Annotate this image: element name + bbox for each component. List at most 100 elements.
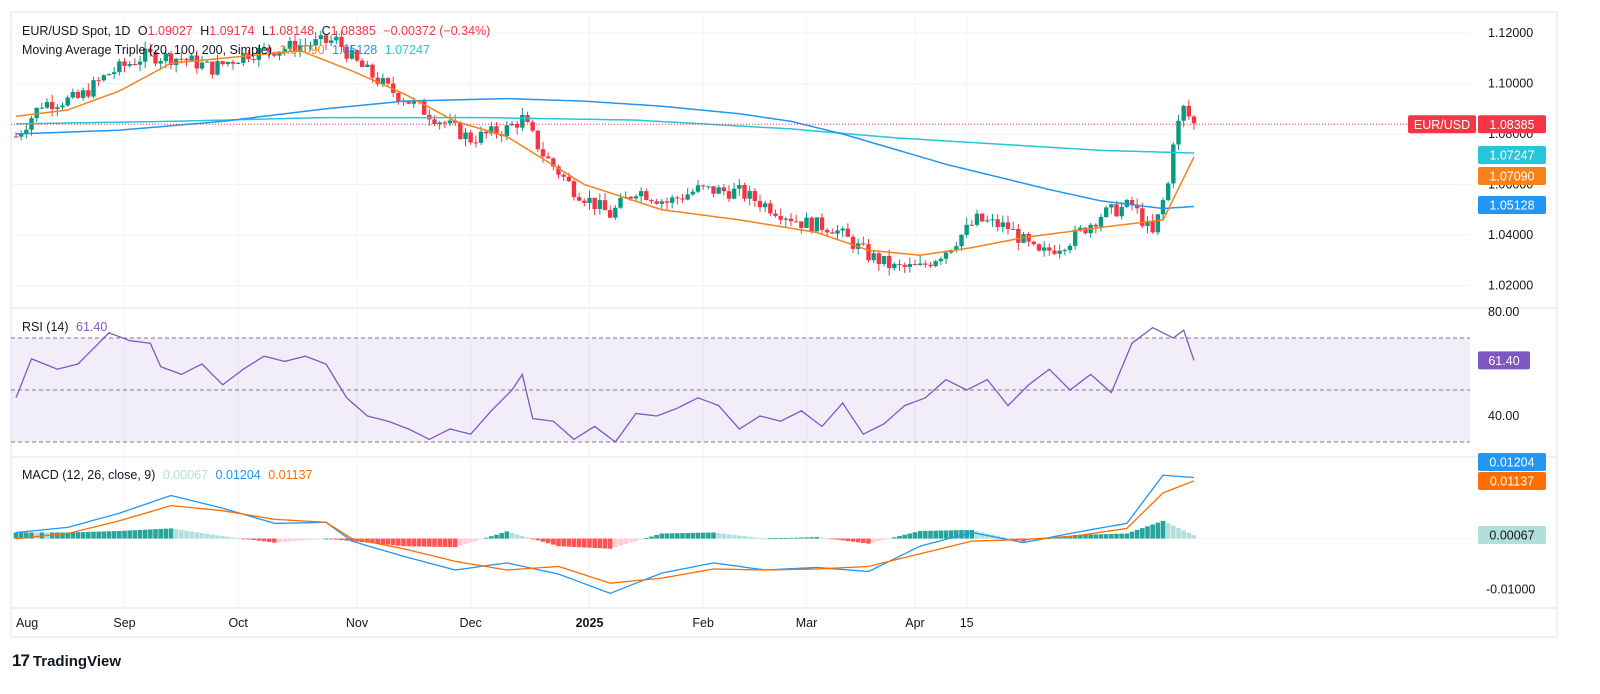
candle-body: [478, 131, 484, 143]
tradingview-brand[interactable]: 17 TradingView: [12, 651, 121, 671]
macd-pane: [13, 474, 1197, 594]
ma200-axis-label-bg: [1478, 146, 1546, 164]
price-y-tick-label: 1.12000: [1488, 26, 1533, 40]
candle-body: [106, 74, 112, 76]
candle-body: [111, 72, 117, 75]
macd-histogram-bar: [1000, 536, 1006, 539]
candle-body: [618, 197, 623, 208]
rsi-legend-value: 61.40: [76, 320, 108, 334]
macd-legend: MACD (12, 26, close, 9) 0.00067 0.01204 …: [22, 468, 316, 483]
macd-histogram-bar: [421, 538, 427, 547]
candle-body: [349, 50, 355, 59]
candle-body: [241, 53, 246, 63]
macd-histogram-bar: [390, 538, 396, 546]
candle-body: [380, 78, 386, 85]
candle-body: [1010, 228, 1016, 230]
macd-histogram-bar: [1155, 522, 1161, 539]
macd-histogram-bar: [96, 531, 101, 539]
macd-histogram-bar: [158, 528, 163, 539]
candle-body: [1181, 105, 1186, 121]
macd-histogram-bar: [468, 538, 473, 543]
macd-histogram-bar: [731, 534, 737, 539]
candle-body: [959, 234, 964, 247]
macd-histogram-bar: [127, 530, 132, 539]
ohlc-open: O1.09027: [137, 24, 193, 38]
ma20-axis-label: 1.07090: [1489, 170, 1534, 184]
macd-histogram-bar: [101, 531, 107, 539]
candle-body: [75, 91, 81, 98]
macd-histogram-bar: [855, 538, 861, 543]
macd-histogram-bar: [173, 529, 179, 539]
macd-histogram-bar: [365, 538, 370, 543]
macd-histogram-bar: [189, 531, 194, 539]
macd-histogram-bar: [1005, 538, 1011, 539]
macd-histogram-bar: [556, 538, 561, 547]
candle-body: [1093, 224, 1099, 227]
macd-histogram-bar: [654, 535, 659, 539]
macd-histogram-bar: [1119, 533, 1124, 539]
candle-body: [628, 196, 634, 199]
macd-histogram-bar: [251, 538, 256, 540]
candle-body: [644, 191, 649, 200]
candle-body: [225, 61, 231, 65]
x-tick-label: 2025: [576, 616, 604, 630]
x-tick-label: Apr: [905, 616, 924, 630]
candle-body: [778, 215, 783, 220]
macd-histogram-bar: [1103, 534, 1109, 539]
macd-histogram-bar: [897, 536, 902, 539]
candle-body: [1052, 250, 1057, 254]
macd-hist-value: 0.00067: [162, 468, 209, 482]
macd-histogram-bar: [566, 538, 572, 547]
macd-histogram-bar: [933, 530, 938, 539]
macd-histogram-bar: [215, 535, 220, 539]
macd-histogram-bar: [1176, 528, 1181, 539]
macd-histogram-bar: [406, 538, 411, 547]
ma20-value: 1.07090: [279, 43, 325, 57]
macd-histogram-bar: [132, 530, 138, 539]
macd-histogram-bar: [1165, 523, 1171, 539]
candle-body: [566, 176, 572, 182]
candle-body: [494, 126, 499, 135]
candle-body: [814, 217, 820, 232]
rsi-y-tick-label: 40.00: [1488, 409, 1519, 423]
candle-body: [463, 132, 468, 139]
macd-histogram-bar: [788, 537, 794, 539]
price-y-tick-label: 1.04000: [1488, 228, 1533, 242]
candle-body: [675, 197, 680, 199]
ma20-line: [15, 49, 1195, 256]
rsi-line: [15, 326, 1195, 443]
macd-legend-label: MACD (12, 26, close, 9): [22, 468, 156, 482]
macd-histogram-bar: [923, 530, 928, 539]
macd-histogram-bar: [540, 538, 546, 542]
macd-histogram-bar: [716, 533, 721, 539]
macd-histogram-bar: [1140, 528, 1145, 539]
macd-histogram-bar: [29, 532, 34, 539]
candle-body: [706, 186, 711, 188]
macd-histogram-bar: [396, 538, 401, 546]
macd-histogram-bar: [628, 538, 634, 543]
macd-histogram-bar: [576, 538, 582, 548]
candle-body: [840, 228, 845, 231]
macd-histogram-bar: [959, 530, 964, 539]
macd-histogram-bar: [230, 537, 236, 539]
macd-histogram-bar: [34, 532, 39, 539]
macd-histogram-bar: [292, 538, 298, 542]
candle-body: [297, 45, 303, 53]
macd-histogram-bar: [783, 537, 789, 539]
candle-body: [163, 53, 169, 62]
macd-histogram-bar: [721, 533, 727, 539]
macd-histogram-bar: [1088, 534, 1093, 539]
candle-body: [731, 188, 737, 199]
candle-body: [18, 133, 24, 137]
last-price-label-bg: [1478, 115, 1546, 134]
macd-signal-value: 0.01137: [268, 468, 313, 482]
candle-body: [504, 125, 510, 137]
candle-body: [1041, 247, 1047, 251]
candle-body: [752, 190, 758, 201]
candle-body: [1134, 204, 1140, 209]
macd-histogram-bar: [638, 538, 644, 540]
candle-body: [850, 236, 856, 249]
candle-body: [680, 198, 685, 200]
macd-histogram-bar: [375, 538, 380, 544]
candle-body: [824, 229, 830, 233]
